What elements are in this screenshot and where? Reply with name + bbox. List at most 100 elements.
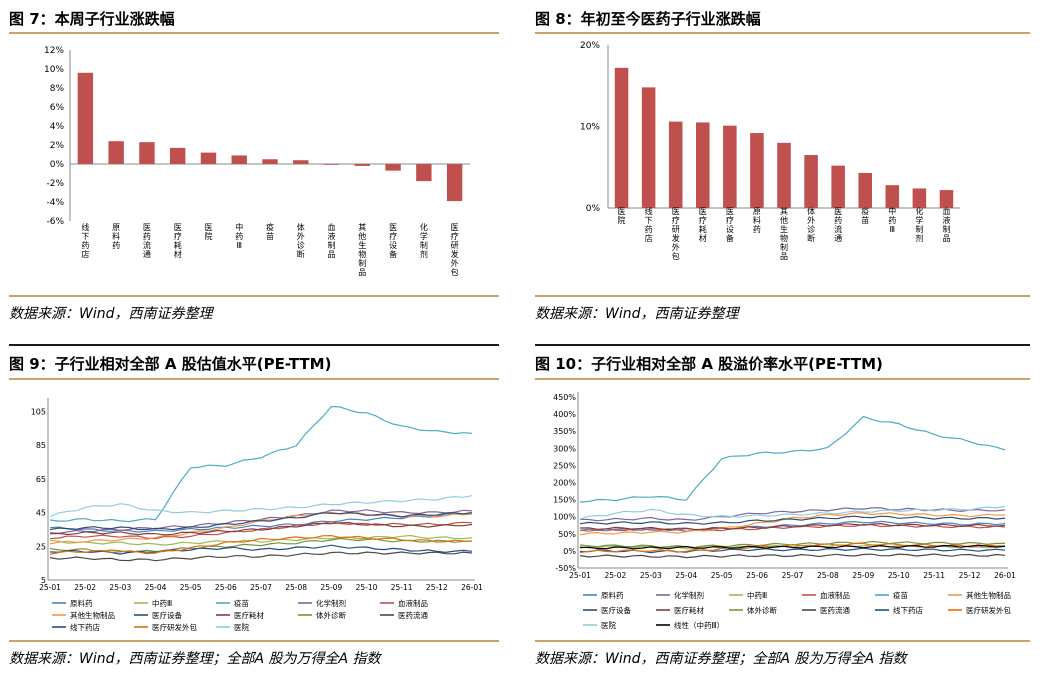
- fig10-xtick-label: 25-06: [746, 571, 768, 580]
- fig7-ytick-label: -2%: [46, 179, 64, 189]
- fig10-xtick-label: 25-12: [959, 571, 981, 580]
- fig8-title-rule: [535, 32, 1030, 34]
- fig10-series-line: [579, 522, 1006, 531]
- fig7-category-label: 医疗耗材: [174, 223, 182, 259]
- fig7-category-label: 线下药店: [81, 222, 89, 259]
- fig8-category-label: 血液制品: [942, 206, 950, 243]
- fig8-bar: [614, 67, 629, 208]
- fig10-title-rule: [535, 378, 1030, 380]
- fig9-legend-label: 化学制剂: [316, 598, 346, 608]
- fig7-ytick-label: 6%: [50, 103, 65, 113]
- fig10-title: 图 10：子行业相对全部 A 股溢价率水平(PE-TTM): [535, 355, 883, 373]
- fig10-xtick-label: 25-09: [852, 571, 874, 580]
- fig10-series-line: [579, 553, 1006, 559]
- fig9-legend-label: 医疗研发外包: [152, 622, 197, 632]
- fig9-series-line: [49, 521, 473, 536]
- fig10-legend-label: 血液制品: [820, 590, 850, 600]
- fig8-category-label: 医疗设备: [726, 207, 734, 243]
- fig7-bar: [77, 72, 94, 164]
- fig8-bar: [750, 133, 764, 208]
- fig9-series-line: [49, 405, 473, 523]
- fig7-category-label: 医药流通: [143, 223, 151, 259]
- fig9-legend-label: 线下药店: [70, 622, 100, 632]
- fig10-xtick-label: 26-01: [994, 571, 1016, 580]
- fig10-ytick-label: 0%: [563, 547, 576, 556]
- fig9-legend-label: 原料药: [70, 598, 93, 608]
- fig10-ytick-label: 50%: [558, 530, 576, 539]
- fig9-series-line: [49, 521, 473, 540]
- fig9-ytick-label: 105: [31, 407, 46, 416]
- fig9-legend-label: 其他生物制品: [70, 610, 115, 620]
- fig9-xtick-label: 25-01: [39, 583, 61, 592]
- fig10-series-line: [579, 415, 1006, 503]
- fig9-xtick-label: 25-06: [215, 583, 237, 592]
- fig8-bar: [885, 185, 900, 208]
- fig10-legend-label: 化学制剂: [674, 590, 704, 600]
- fig9-xtick-label: 25-02: [74, 583, 96, 592]
- fig9-series-line: [49, 495, 473, 518]
- fig9-xtick-label: 26-01: [461, 583, 483, 592]
- fig10-ytick-label: 150%: [553, 496, 576, 505]
- fig10-legend-label: 原料药: [601, 590, 624, 600]
- fig8-category-label: 医院: [618, 207, 626, 225]
- fig10-legend-label: 医疗耗材: [674, 605, 704, 615]
- fig8-ytick-label: 10%: [580, 123, 600, 133]
- fig10-ytick-label: 350%: [553, 427, 576, 436]
- fig9-xtick-label: 25-08: [285, 583, 307, 592]
- fig7-bottom-rule: [9, 295, 499, 297]
- fig10-xtick-label: 25-10: [888, 571, 910, 580]
- fig9-xtick-label: 25-03: [109, 583, 131, 592]
- fig7-bar: [139, 142, 155, 164]
- fig10-series-line: [579, 547, 1006, 554]
- fig8-bar: [939, 190, 954, 208]
- fig10-bottom-rule: [535, 640, 1030, 642]
- fig10-legend-label: 医疗研发外包: [966, 605, 1011, 615]
- fig10-xtick-label: 25-07: [782, 571, 804, 580]
- fig8-bar: [696, 122, 710, 208]
- fig10-ytick-label: 100%: [553, 513, 576, 522]
- fig7-ytick-label: -4%: [46, 198, 64, 208]
- fig9-xtick-label: 25-11: [391, 583, 413, 592]
- fig9-title: 图 9：子行业相对全部 A 股估值水平(PE-TTM): [9, 355, 332, 373]
- fig9-source: 数据来源：Wind，西南证券整理；全部A 股为万得全A 指数: [9, 651, 381, 667]
- fig9-legend-label: 医院: [234, 622, 249, 632]
- fig9-title-rule: [9, 378, 499, 380]
- fig9-top-rule: [9, 344, 499, 346]
- fig8-category-label: 医药流通: [834, 207, 842, 243]
- fig7-bar: [262, 159, 278, 164]
- fig10-legend-label: 医药流通: [820, 605, 850, 615]
- fig7-category-label: 体外诊断: [297, 222, 305, 259]
- fig7-category-label: 中药 Ⅲ: [235, 222, 243, 250]
- fig7-category-label: 化学制剂: [420, 222, 428, 259]
- fig9-ytick-label: 5: [41, 576, 46, 585]
- fig7-category-label: 医疗研发外包: [451, 223, 459, 277]
- fig10-xtick-label: 25-03: [640, 571, 662, 580]
- fig10-xtick-label: 25-02: [605, 571, 627, 580]
- fig7-bar: [170, 147, 186, 164]
- fig7-category-label: 原料药: [112, 223, 120, 250]
- fig7-category-label: 疫苗: [266, 222, 274, 241]
- fig9-legend-label: 中药Ⅲ: [152, 598, 172, 608]
- fig10-source: 数据来源：Wind，西南证券整理；全部A 股为万得全A 指数: [535, 651, 907, 667]
- fig10-ytick-label: 250%: [553, 461, 576, 470]
- fig10-legend-label: 医院: [601, 620, 616, 630]
- fig7-bar: [446, 164, 463, 202]
- fig7-ytick-label: 0%: [50, 160, 65, 170]
- fig7-source: 数据来源：Wind，西南证券整理: [9, 306, 213, 322]
- fig8-ytick-label: 0%: [586, 204, 601, 214]
- fig10-legend-label: 医疗设备: [601, 605, 631, 615]
- fig8-category-label: 线下药店: [645, 206, 653, 243]
- fig7-bar: [231, 155, 247, 164]
- fig8-category-label: 中药 Ⅲ: [888, 206, 896, 234]
- fig8-category-label: 体外诊断: [807, 206, 815, 243]
- fig10-legend-label: 疫苗: [893, 590, 908, 600]
- fig10-legend-label: 线下药店: [893, 605, 923, 615]
- fig9-legend-label: 疫苗: [234, 598, 249, 608]
- fig10-legend-label: 其他生物制品: [966, 590, 1011, 600]
- fig10-ytick-label: -50%: [555, 564, 576, 573]
- fig9-series-line: [49, 551, 473, 562]
- fig10-legend-label: 线性（中药Ⅲ）: [674, 620, 724, 630]
- fig8-bar: [641, 87, 656, 208]
- fig9-bottom-rule: [9, 640, 499, 642]
